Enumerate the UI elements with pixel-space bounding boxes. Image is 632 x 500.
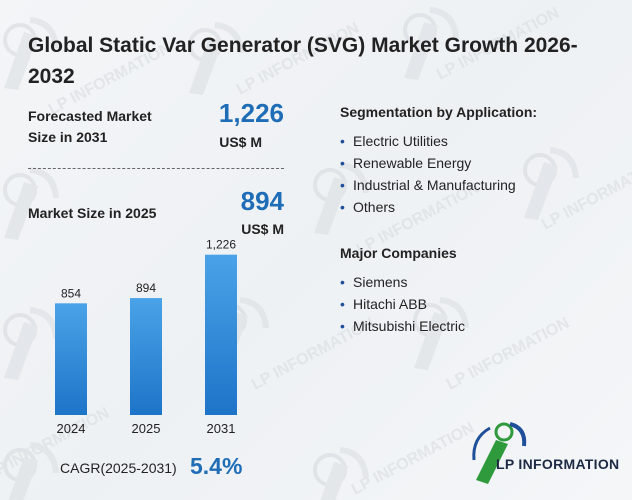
forecast-unit: US$ M bbox=[219, 134, 262, 150]
current-unit: US$ M bbox=[241, 221, 284, 237]
list-item: Electric Utilities bbox=[340, 132, 516, 154]
lp-information-logo bbox=[472, 422, 527, 484]
cagr-label: CAGR(2025-2031) bbox=[60, 460, 177, 476]
watermark-text: LP INFORMATION bbox=[539, 155, 632, 234]
x-tick-label: 2025 bbox=[132, 421, 161, 436]
x-tick-label: 2024 bbox=[57, 421, 86, 436]
list-item: Hitachi ABB bbox=[340, 295, 465, 317]
list-item: Industrial & Manufacturing bbox=[340, 176, 516, 198]
bar-2025 bbox=[130, 298, 162, 415]
forecast-value: 1,226 bbox=[218, 98, 284, 128]
list-item: Others bbox=[340, 198, 516, 220]
list-item: Mitsubishi Electric bbox=[340, 317, 465, 339]
companies-list: Siemens Hitachi ABB Mitsubishi Electric bbox=[340, 273, 465, 339]
list-item: Renewable Energy bbox=[340, 154, 516, 176]
bar-2024 bbox=[55, 303, 87, 415]
segmentation-list: Electric Utilities Renewable Energy Indu… bbox=[340, 132, 516, 220]
companies-title: Major Companies bbox=[340, 245, 457, 261]
current-value: 894 bbox=[240, 186, 284, 216]
bar-chart: 854 2024 894 2025 1,226 2031 bbox=[55, 238, 237, 436]
x-tick-label: 2031 bbox=[207, 421, 236, 436]
list-item: Siemens bbox=[340, 273, 465, 295]
bar-value-label: 1,226 bbox=[206, 238, 236, 252]
segmentation-title: Segmentation by Application: bbox=[340, 104, 538, 120]
bar-value-label: 854 bbox=[61, 286, 81, 300]
cagr-value: 5.4% bbox=[190, 453, 243, 479]
bar-2031 bbox=[205, 254, 237, 415]
divider bbox=[28, 168, 284, 169]
current-label: Market Size in 2025 bbox=[28, 205, 157, 221]
bar-value-label: 894 bbox=[136, 281, 156, 295]
watermark-text: LP INFORMATION bbox=[349, 420, 477, 499]
logo-text: LP INFORMATION bbox=[496, 456, 620, 472]
page-title: Global Static Var Generator (SVG) Market… bbox=[28, 34, 578, 88]
forecast-label: Forecasted Market Size in 2031 bbox=[28, 108, 152, 145]
